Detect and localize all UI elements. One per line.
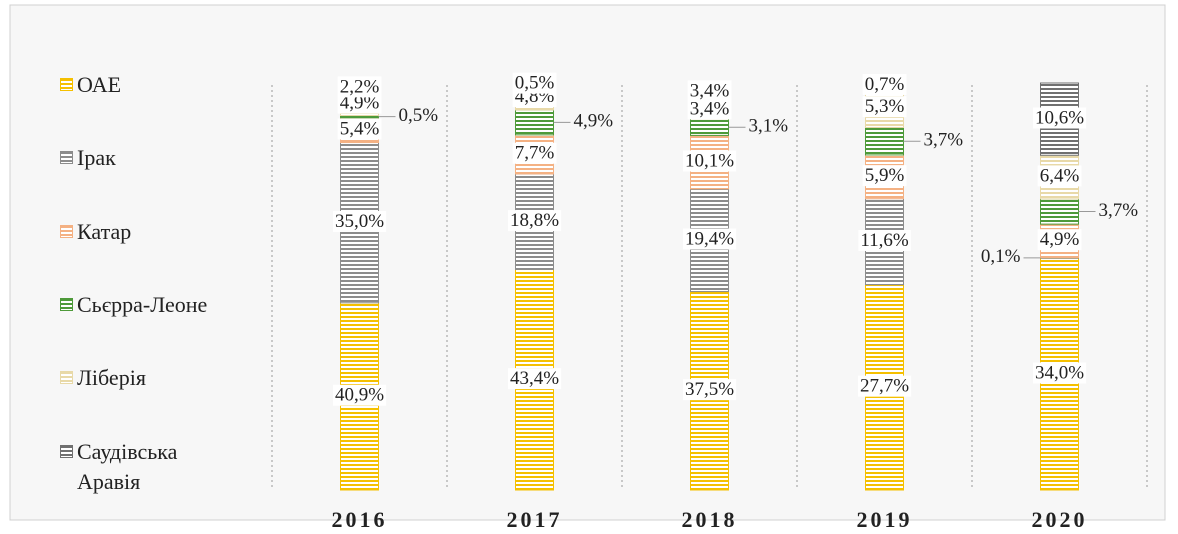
data-label: 0,5% <box>399 105 439 126</box>
bar-segment <box>690 118 729 136</box>
label-box <box>1037 165 1082 187</box>
legend-swatch <box>60 225 73 238</box>
data-label: 3,1% <box>749 116 789 137</box>
label-box <box>337 92 382 114</box>
label-box <box>1037 229 1082 251</box>
label-box <box>1032 362 1087 384</box>
data-label: 3,4% <box>690 80 730 101</box>
legend-label: ОАЕ <box>77 72 122 97</box>
data-label: 35,0% <box>335 211 384 232</box>
data-label: 0,7% <box>865 74 905 95</box>
legend-swatch <box>60 298 73 311</box>
data-label: 3,7% <box>1099 200 1139 221</box>
legend-label: Саудівська Аравія <box>77 439 178 494</box>
bar-segment <box>865 126 904 156</box>
label-box <box>682 228 737 250</box>
data-label: 5,3% <box>865 96 905 117</box>
label-box <box>337 76 382 98</box>
legend-swatch <box>60 78 73 91</box>
label-box <box>862 96 907 118</box>
data-label: 10,6% <box>1035 107 1084 128</box>
data-label: 43,4% <box>510 368 559 389</box>
x-tick-label: 2017 <box>507 507 563 532</box>
label-box <box>687 80 732 102</box>
data-label: 5,4% <box>340 119 380 140</box>
label-box <box>332 384 387 406</box>
x-tick-label: 2018 <box>682 507 738 532</box>
label-box <box>687 98 732 120</box>
bar-segment <box>1040 198 1079 225</box>
label-box <box>862 73 907 95</box>
label-box <box>682 150 737 172</box>
legend-item: Ліберія <box>60 363 260 393</box>
data-label: 40,9% <box>335 385 384 406</box>
label-box <box>862 165 907 187</box>
legend-item: Сьєрра-Леоне <box>60 290 260 320</box>
data-label: 0,1% <box>981 246 1021 267</box>
data-label: 18,8% <box>510 210 559 231</box>
data-label: 5,9% <box>865 165 905 186</box>
x-tick-label: 2019 <box>857 507 913 532</box>
legend-item: Ірак <box>60 143 260 173</box>
legend-item: ОАЕ <box>60 70 260 100</box>
bar-segment <box>515 109 554 136</box>
legend-label: Ірак <box>77 145 116 170</box>
x-tick-label: 2016 <box>332 507 388 532</box>
label-box <box>507 210 562 232</box>
legend-swatch <box>60 151 73 164</box>
label-box <box>512 72 557 94</box>
data-label: 37,5% <box>685 379 734 400</box>
legend-swatch <box>60 371 73 384</box>
label-box <box>682 379 737 401</box>
label-box <box>858 230 911 252</box>
label-box <box>512 142 557 164</box>
data-label: 0,5% <box>515 73 555 94</box>
label-box <box>507 368 562 390</box>
data-label: 19,4% <box>685 229 734 250</box>
label-box <box>337 118 382 140</box>
legend-item: Катар <box>60 217 260 247</box>
data-label: 2,2% <box>340 76 380 97</box>
data-label: 10,1% <box>685 150 734 171</box>
legend-swatch <box>60 445 73 458</box>
data-label: 4,9% <box>1040 229 1080 250</box>
label-box <box>332 210 387 232</box>
data-label: 11,6% <box>860 230 909 251</box>
legend-label: Ліберія <box>77 365 146 390</box>
label-box <box>857 375 912 397</box>
data-label: 4,9% <box>340 93 380 114</box>
data-label: 4,9% <box>574 111 614 132</box>
legend-label: Катар <box>77 219 132 244</box>
data-label: 3,4% <box>690 98 730 119</box>
legend-label: Сьєрра-Леоне <box>77 292 208 317</box>
data-label: 3,7% <box>924 130 964 151</box>
x-tick-label: 2020 <box>1032 507 1088 532</box>
legend-item: Саудівська Аравія <box>60 437 260 497</box>
data-label: 7,7% <box>515 143 555 164</box>
label-box <box>1032 107 1087 129</box>
data-label: 6,4% <box>1040 165 1080 186</box>
data-label: 27,7% <box>860 376 909 397</box>
data-label: 34,0% <box>1035 362 1084 383</box>
